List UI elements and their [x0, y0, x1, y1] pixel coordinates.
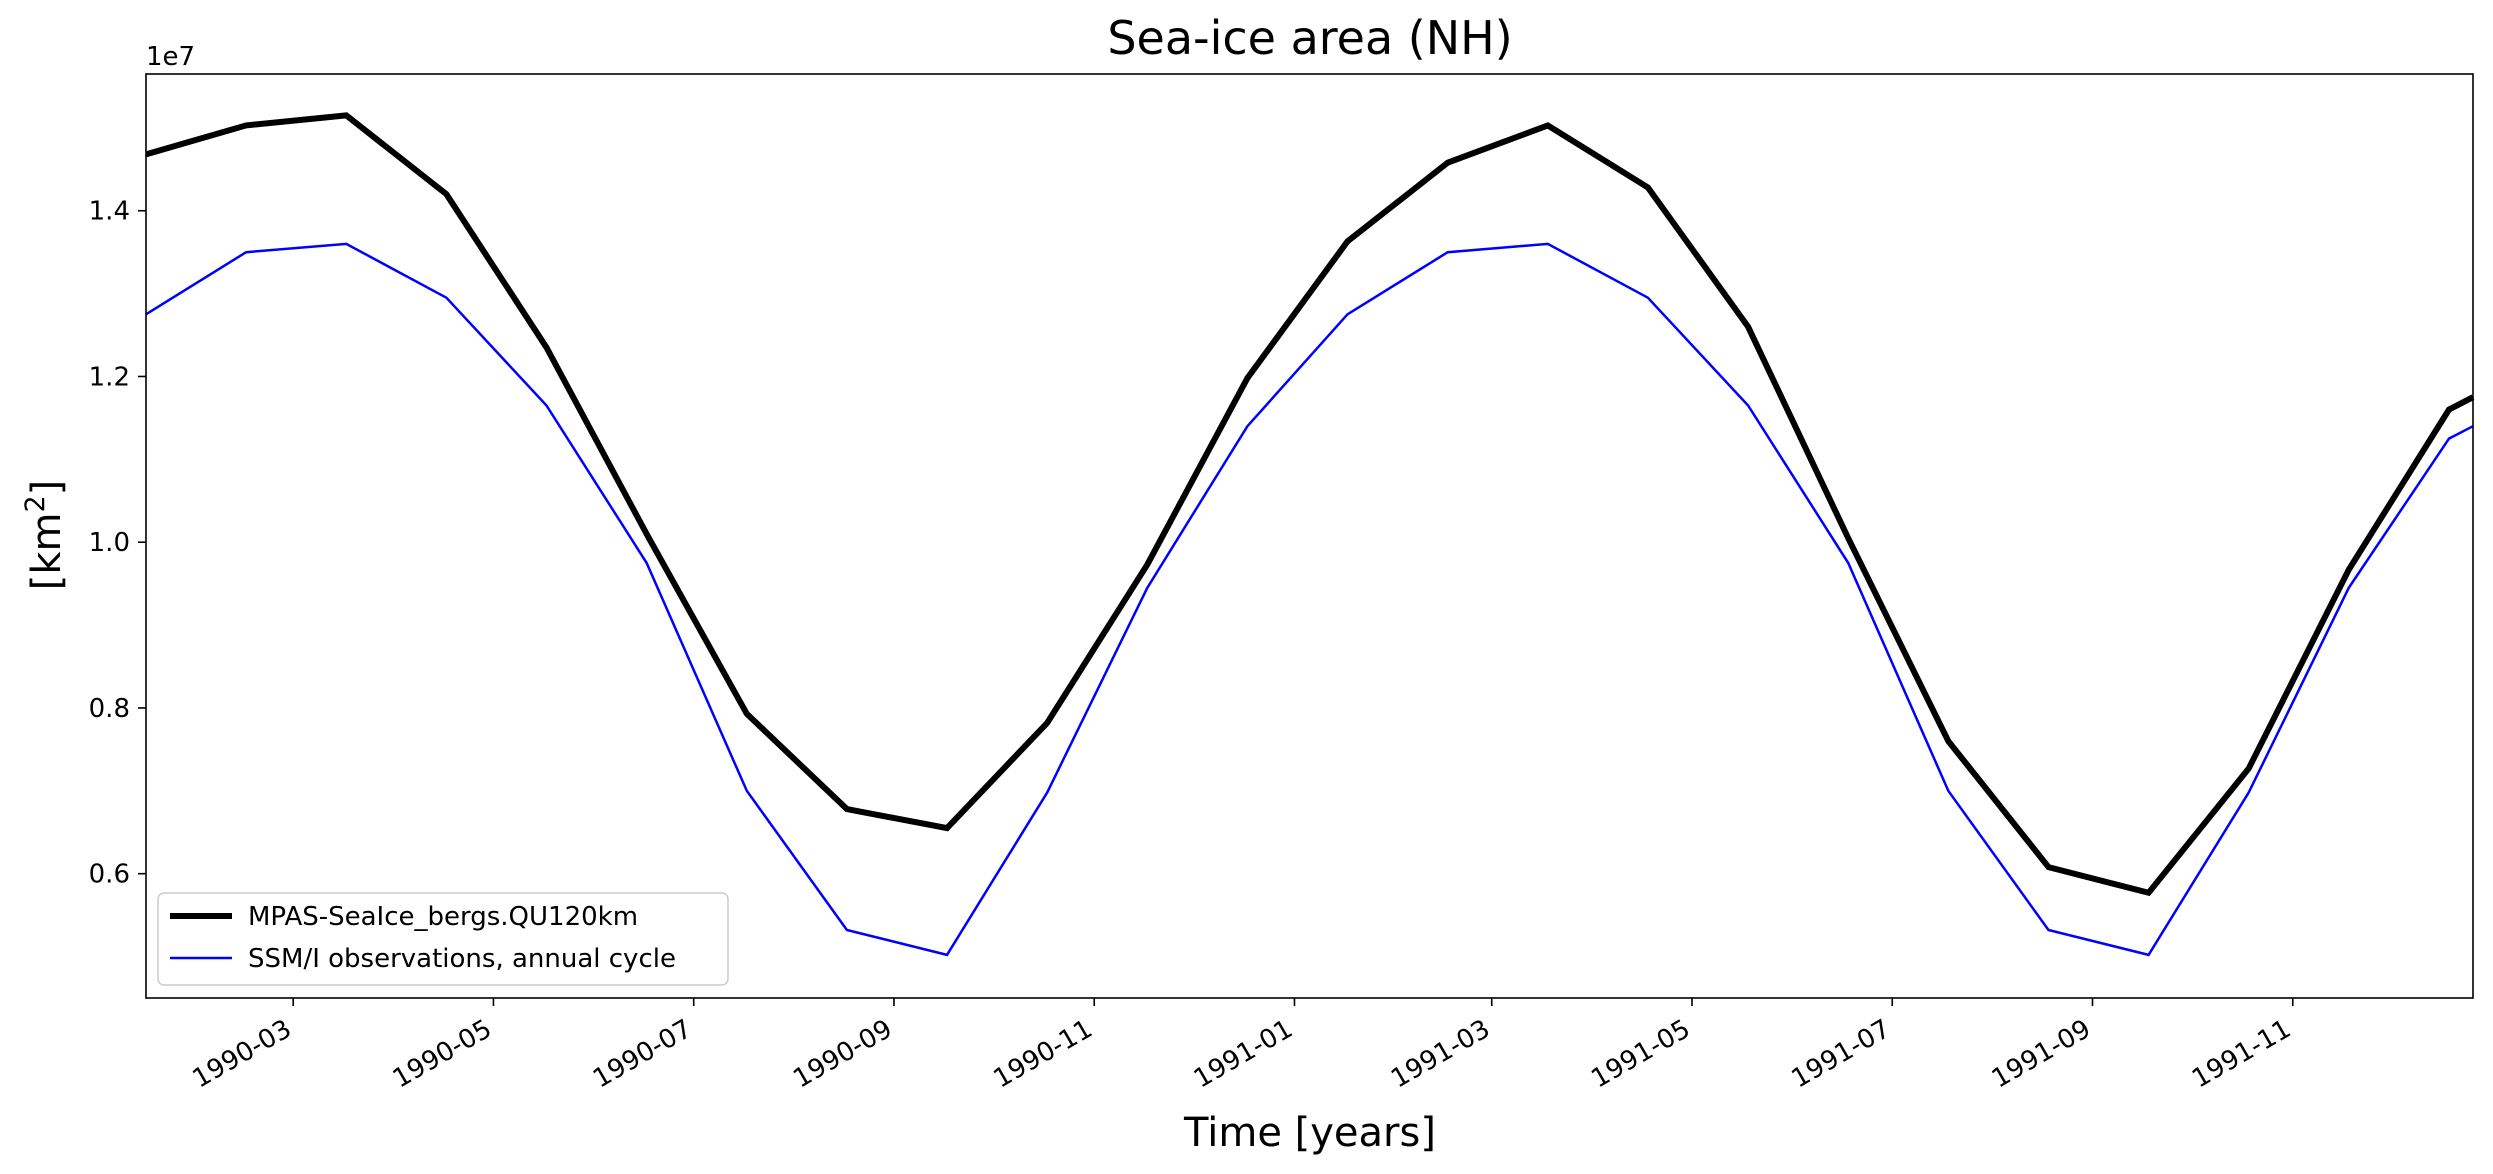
legend: MPAS-SeaIce_bergs.QU120km SSM/I observat…	[157, 892, 729, 986]
y-axis-label: [km2]	[20, 480, 70, 591]
series-lines	[145, 112, 2475, 957]
legend-label-observations: SSM/I observations, annual cycle	[248, 944, 676, 974]
y-tick-label: 1.2	[89, 362, 130, 392]
legend-box	[157, 892, 729, 986]
y-tick-label: 0.6	[89, 860, 130, 890]
y-tick-label: 1.4	[89, 197, 130, 227]
series-line-model	[145, 112, 2475, 897]
y-axis-label-superscript: 2	[20, 495, 51, 512]
y-tick-label: 0.8	[89, 694, 130, 724]
chart-title: Sea-ice area (NH)	[1107, 11, 1512, 65]
y-tick-label: 1.0	[89, 528, 130, 558]
plot-frame	[145, 73, 2474, 999]
x-axis-label: Time [years]	[1183, 1110, 1436, 1156]
y-axis-label-text: [km	[24, 513, 70, 591]
legend-label-model: MPAS-SeaIce_bergs.QU120km	[248, 902, 638, 932]
series-line-observations	[145, 242, 2474, 957]
y-ticks: 0.6 0.8 1.0 1.2 1.4	[89, 197, 146, 890]
y-axis-label-close: ]	[24, 480, 70, 496]
y-offset-label: 1e7	[146, 42, 195, 72]
